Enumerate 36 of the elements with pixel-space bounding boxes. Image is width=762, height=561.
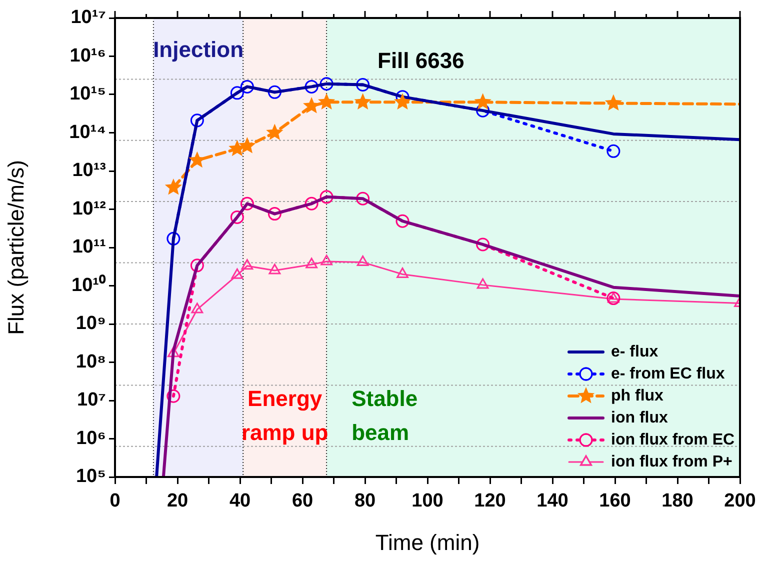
legend-label: e- flux bbox=[611, 343, 658, 360]
y-tick-label: 10¹⁶ bbox=[70, 45, 106, 66]
legend-label: ion flux from EC bbox=[611, 431, 735, 448]
x-tick-label: 0 bbox=[110, 490, 120, 512]
y-tick-label: 10¹⁰ bbox=[72, 274, 106, 296]
y-tick-label: 10¹³ bbox=[72, 160, 106, 182]
y-tick-label: 10¹⁵ bbox=[70, 84, 106, 105]
y-tick-label: 10⁹ bbox=[76, 313, 106, 334]
x-tick-label: 140 bbox=[536, 490, 568, 512]
x-tick-label: 60 bbox=[292, 490, 314, 512]
y-tick-label: 10¹² bbox=[72, 198, 106, 220]
x-tick-label: 40 bbox=[229, 490, 251, 512]
y-tick-label: 10⁸ bbox=[76, 351, 106, 372]
y-tick-label: 10⁶ bbox=[76, 428, 106, 449]
legend-label: e- from EC flux bbox=[611, 365, 725, 382]
legend-label: ion flux bbox=[611, 409, 668, 426]
y-tick-label: 10⁷ bbox=[77, 390, 106, 411]
x-tick-label: 100 bbox=[412, 490, 444, 512]
band-label: Energy ramp up bbox=[241, 386, 328, 446]
x-tick-label: 200 bbox=[724, 490, 756, 512]
y-axis-title: Flux (particle/m/s) bbox=[3, 160, 28, 335]
x-tick-label: 80 bbox=[354, 490, 376, 512]
x-tick-label: 20 bbox=[166, 490, 188, 512]
y-tick-label: 10⁵ bbox=[76, 466, 106, 488]
y-tick-label: 10¹⁷ bbox=[70, 7, 106, 28]
x-tick-label: 160 bbox=[599, 490, 631, 512]
legend-label: ion flux from P+ bbox=[611, 453, 732, 470]
x-axis-title: Time (min) bbox=[375, 530, 480, 555]
legend-label: ph flux bbox=[611, 387, 664, 404]
annotation: Fill 6636 bbox=[378, 48, 464, 74]
x-tick-label: 180 bbox=[662, 490, 694, 512]
y-tick-label: 10¹⁴ bbox=[69, 122, 106, 143]
x-tick-label: 120 bbox=[474, 490, 506, 512]
band-label: Stable beam bbox=[352, 386, 418, 446]
y-tick-label: 10¹¹ bbox=[72, 236, 106, 258]
band-label: Injection bbox=[153, 37, 244, 62]
